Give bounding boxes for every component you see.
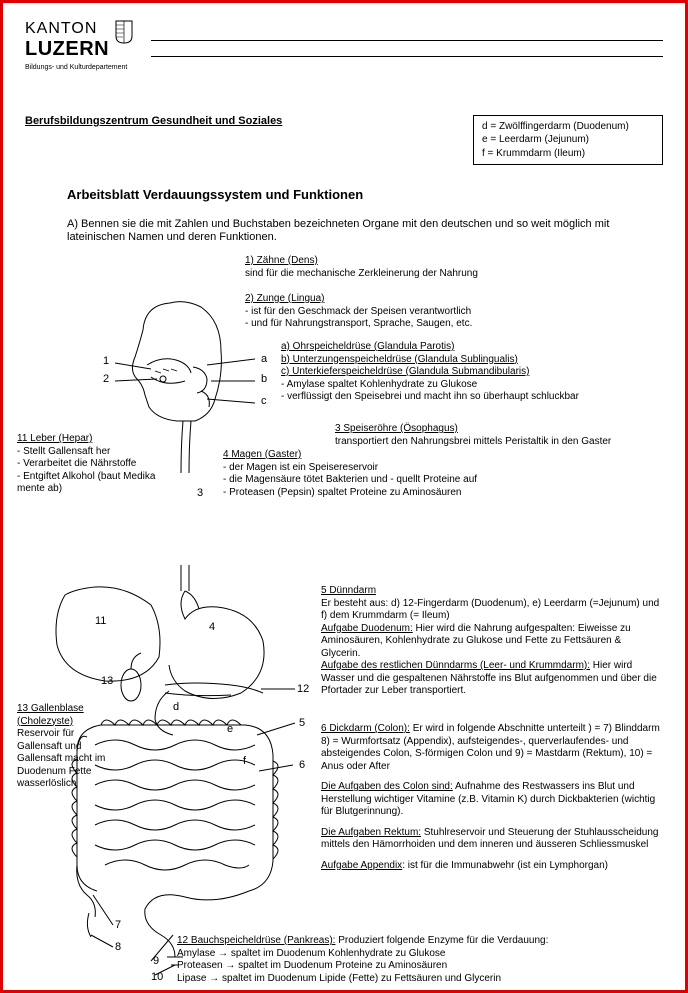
shield-icon (115, 20, 133, 44)
label-a: a (261, 353, 267, 367)
ann5-l2h: Aufgabe Duodenum: (321, 623, 413, 634)
ann-2: 2) Zunge (Lingua) ist für den Geschmack … (245, 293, 605, 331)
ann3-l1: transportiert den Nahrungsbrei mittels P… (335, 436, 611, 447)
ann6-head: 6 Dickdarm (Colon): (321, 723, 410, 734)
legend-f: f = Krummdarm (Ileum) (482, 147, 654, 161)
annabc-l1: Amylase spaltet Kohlenhydrate zu Glukose (281, 379, 661, 392)
label-10: 10 (151, 971, 163, 985)
ann-a: a) Ohrspeicheldrüse (Glandula Parotis) (281, 341, 661, 354)
ann1-head: 1) Zähne (Dens) (245, 255, 605, 268)
ann-6: 6 Dickdarm (Colon): Er wird in folgende … (321, 723, 661, 872)
header-line (151, 41, 663, 57)
label-f: f (243, 755, 246, 769)
ann6-l4h: Aufgabe Appendix (321, 860, 402, 871)
ann4-l3: Proteasen (Pepsin) spaltet Proteine zu A… (223, 487, 643, 500)
label-e: e (227, 723, 233, 737)
ann-13: 13 Gallenblase (Cholezyste) Reservoir fü… (17, 703, 109, 791)
label-13: 13 (101, 675, 113, 689)
ann2-head: 2) Zunge (Lingua) (245, 293, 605, 306)
ann5-l3h: Aufgabe des restlichen Dünndarms (Leer- … (321, 660, 590, 671)
ann11-l3: Entgiftet Alkohol (baut Medika (17, 471, 187, 484)
ann-3: 3 Speiseröhre (Ösophagus) transportiert … (335, 423, 665, 448)
ann11-head: 11 Leber (Hepar) (17, 433, 187, 446)
ann-b: b) Unterzungenspeicheldrüse (Glandula Su… (281, 354, 661, 367)
legend-e: e = Leerdarm (Jejunum) (482, 133, 654, 147)
ann11-l2: Verarbeitet die Nährstoffe (17, 458, 187, 471)
ann6-l4: : ist für die Immunabwehr (ist ein Lymph… (402, 860, 608, 871)
page-header: KANTON LUZERN Bildungs- und Kulturdepart… (25, 19, 663, 73)
ann6-l2h: Die Aufgaben des Colon sind: (321, 781, 453, 792)
label-1: 1 (103, 355, 109, 369)
label-2: 2 (103, 373, 109, 387)
label-7: 7 (115, 919, 121, 933)
ann6-l3h: Die Aufgaben Rektum: (321, 827, 421, 838)
ann4-l2: die Magensäure tötet Bakterien und - que… (223, 474, 643, 487)
label-d: d (173, 701, 179, 715)
label-12: 12 (297, 683, 309, 697)
ann1-l1: sind für die mechanische Zerkleinerung d… (245, 268, 605, 281)
ann12-l0: Produziert folgende Enzyme für die Verda… (335, 935, 548, 946)
label-11: 11 (95, 615, 106, 629)
label-9: 9 (153, 955, 159, 969)
header-line (151, 25, 663, 41)
ann11-l4: mente ab) (17, 483, 187, 496)
ann5-head: 5 Dünndarm (321, 585, 661, 598)
ann-c: c) Unterkieferspeicheldrüse (Glandula Su… (281, 366, 661, 379)
ann-12: 12 Bauchspeicheldrüse (Pankreas): Produz… (177, 935, 647, 985)
annabc-l2: verflüssigt den Speisebrei und macht ihn… (281, 391, 661, 404)
label-3: 3 (197, 487, 203, 501)
ann-abc: a) Ohrspeicheldrüse (Glandula Parotis) b… (281, 341, 661, 404)
ann2-l1: ist für den Geschmack der Speisen verant… (245, 306, 605, 319)
ann12-l2: Proteasen → spaltet im Duodenum Proteine… (177, 960, 647, 973)
kanton-text: KANTON (25, 19, 109, 39)
luzern-text: LUZERN (25, 37, 109, 62)
dept-text: Bildungs- und Kulturdepartement (25, 64, 133, 73)
ann-1: 1) Zähne (Dens) sind für die mechanische… (245, 255, 605, 280)
label-5: 5 (299, 717, 305, 731)
label-8: 8 (115, 941, 121, 955)
ann12-l1: Amylase → spaltet im Duodenum Kohlenhydr… (177, 948, 647, 961)
label-4: 4 (209, 621, 215, 635)
label-b: b (261, 373, 267, 387)
subhead: Berufsbildungszentrum Gesundheit und Soz… (25, 115, 282, 129)
ann4-head: 4 Magen (Gaster) (223, 449, 643, 462)
ann12-l3: Lipase → spaltet im Duodenum Lipide (Fet… (177, 973, 647, 986)
page-title: Arbeitsblatt Verdauungssystem und Funkti… (67, 187, 663, 203)
header-lines (151, 19, 663, 57)
legend-box: d = Zwölffingerdarm (Duodenum) e = Leerd… (473, 115, 663, 166)
label-c: c (261, 395, 267, 409)
ann3-head: 3 Speiseröhre (Ösophagus) (335, 423, 458, 434)
ann12-head: 12 Bauchspeicheldrüse (Pankreas): (177, 935, 335, 946)
instruction: A) Bennen sie die mit Zahlen und Buchsta… (67, 218, 643, 246)
legend-d: d = Zwölffingerdarm (Duodenum) (482, 120, 654, 134)
logo-block: KANTON LUZERN Bildungs- und Kulturdepart… (25, 19, 133, 73)
label-6: 6 (299, 759, 305, 773)
ann13-l1: Reservoir für Gallensaft und Gallensaft … (17, 728, 109, 791)
ann2-l2: und für Nahrungstransport, Sprache, Saug… (245, 318, 605, 331)
subhead-row: Berufsbildungszentrum Gesundheit und Soz… (25, 115, 663, 166)
ann-5: 5 Dünndarm Er besteht aus: d) 12-Fingerd… (321, 585, 661, 698)
ann11-l1: Stellt Gallensaft her (17, 446, 187, 459)
ann13-head: 13 Gallenblase (Cholezyste) (17, 703, 109, 728)
ann5-l1: Er besteht aus: d) 12-Fingerdarm (Duoden… (321, 598, 661, 623)
ann-4: 4 Magen (Gaster) der Magen ist ein Speis… (223, 449, 643, 499)
ann4-l1: der Magen ist ein Speisereservoir (223, 462, 643, 475)
ann-11: 11 Leber (Hepar) Stellt Gallensaft her V… (17, 433, 187, 496)
